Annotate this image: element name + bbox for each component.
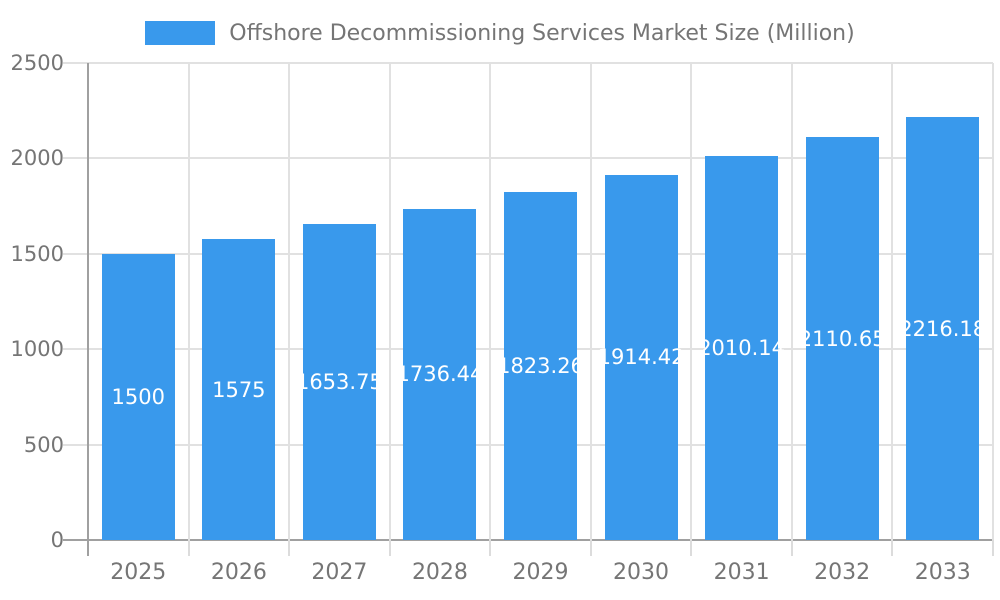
x-axis-tick [288, 540, 291, 556]
x-tick-label: 2032 [814, 560, 871, 585]
bar-value-label: 2010.14 [698, 336, 786, 361]
x-tick-label: 2031 [713, 560, 770, 585]
gridline-vertical [187, 63, 190, 540]
bar-2028[interactable] [403, 208, 477, 540]
y-tick-label: 1000 [10, 337, 64, 362]
gridline-vertical [790, 63, 793, 540]
x-axis-tick [388, 540, 391, 556]
y-tick-label: 500 [23, 432, 64, 457]
gridline-vertical [388, 63, 391, 540]
bar-value-label: 1500 [111, 384, 165, 409]
bar-2029[interactable] [504, 192, 577, 540]
bar-2031[interactable] [705, 156, 779, 540]
bar-2026[interactable] [202, 239, 276, 540]
x-axis-tick [891, 540, 894, 556]
x-axis-tick [790, 540, 793, 556]
y-tick-label: 2000 [10, 146, 64, 171]
x-axis-tick [589, 540, 592, 556]
gridline-vertical [992, 63, 994, 540]
bar-value-label: 1823.26 [497, 354, 584, 379]
bar-value-label: 2216.18 [899, 316, 987, 341]
x-axis-tick [992, 540, 994, 556]
gridline-vertical [489, 63, 492, 540]
gridline-vertical [690, 63, 693, 540]
y-tick-label: 1500 [10, 241, 64, 266]
bar-2027[interactable] [302, 224, 376, 540]
gridline-vertical [288, 63, 291, 540]
bar-2025[interactable] [101, 253, 175, 540]
bar-value-label: 1914.42 [597, 345, 685, 370]
x-axis-line [63, 539, 993, 541]
y-tick-label: 0 [50, 528, 64, 552]
x-tick-label: 2033 [914, 560, 971, 585]
x-tick-label: 2026 [210, 560, 267, 585]
bar-value-label: 1736.44 [396, 362, 484, 387]
gridline-horizontal [63, 157, 993, 160]
bar-value-label: 1575 [212, 377, 266, 402]
bar-2032[interactable] [805, 137, 879, 540]
x-axis-tick [489, 540, 492, 556]
bar-value-label: 1653.75 [295, 370, 383, 395]
x-tick-label: 2028 [411, 560, 468, 585]
gridline-vertical [589, 63, 592, 540]
legend-label: Offshore Decommissioning Services Market… [229, 20, 855, 46]
x-tick-label: 2025 [110, 560, 167, 585]
y-axis-line [87, 63, 89, 556]
x-tick-label: 2029 [512, 560, 569, 585]
bar-2033[interactable] [906, 117, 980, 540]
gridline-horizontal [63, 62, 993, 64]
gridline-vertical [891, 63, 894, 540]
y-tick-label: 2500 [10, 51, 64, 75]
bar-value-label: 2110.65 [798, 326, 886, 351]
x-tick-label: 2027 [311, 560, 368, 585]
x-tick-label: 2030 [613, 560, 670, 585]
x-axis-tick [690, 540, 693, 556]
bar-2030[interactable] [604, 174, 678, 540]
legend-item[interactable]: Offshore Decommissioning Services Market… [0, 19, 1000, 47]
x-axis-tick [187, 540, 190, 556]
legend-swatch [145, 21, 216, 45]
